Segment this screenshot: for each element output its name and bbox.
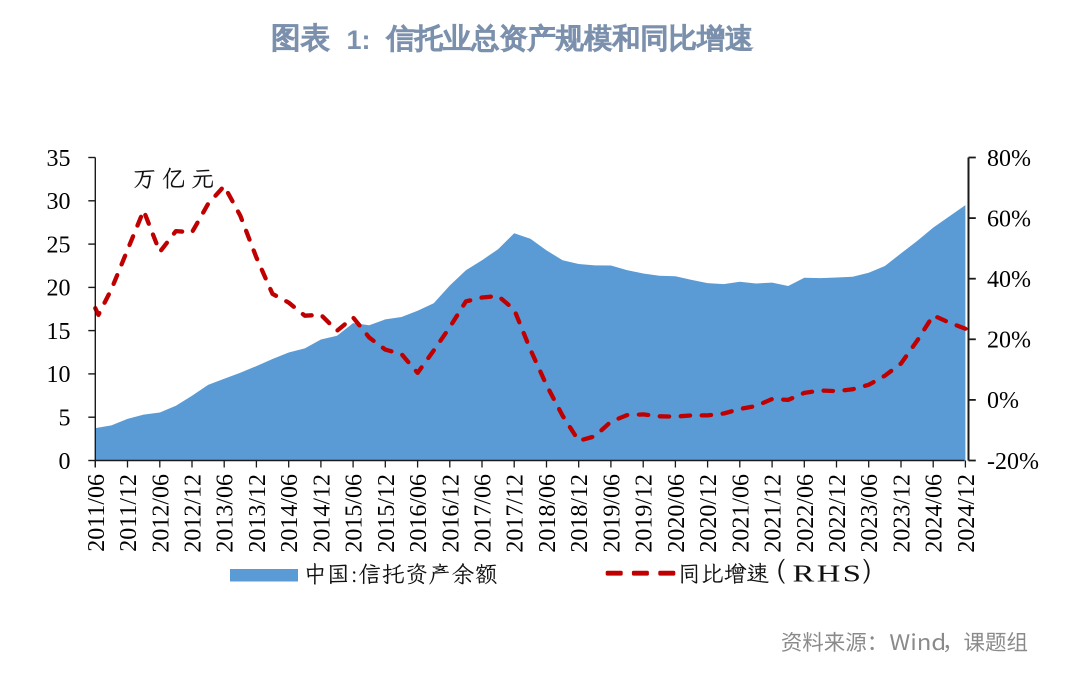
svg-text:60%: 60% [987,206,1031,232]
svg-text:2013/12: 2013/12 [245,474,271,553]
svg-text:80%: 80% [987,146,1031,172]
svg-text:-20%: -20% [987,449,1039,475]
svg-text:2017/12: 2017/12 [503,474,529,553]
svg-text:35: 35 [47,146,71,172]
svg-text:2012/12: 2012/12 [181,474,207,553]
svg-text:2014/12: 2014/12 [309,474,335,553]
svg-text:RHS: RHS [793,560,864,587]
svg-text:0%: 0% [987,388,1019,414]
svg-text:2023/12: 2023/12 [890,474,916,553]
svg-text:2024/06: 2024/06 [922,474,948,553]
svg-text:2011/12: 2011/12 [116,474,142,552]
svg-text:30: 30 [47,189,71,215]
svg-text:2018/12: 2018/12 [567,474,593,553]
svg-text:2015/06: 2015/06 [342,474,368,553]
svg-text:2023/06: 2023/06 [857,474,883,553]
svg-text:2021/06: 2021/06 [728,474,754,553]
svg-text:2014/06: 2014/06 [277,474,303,553]
svg-text:1:: 1: [347,25,371,55]
svg-text:40%: 40% [987,267,1031,293]
svg-text:2013/06: 2013/06 [213,474,239,553]
svg-text:2021/12: 2021/12 [761,474,787,553]
svg-text:2015/12: 2015/12 [374,474,400,553]
svg-text:20%: 20% [987,328,1031,354]
svg-text:2016/12: 2016/12 [438,474,464,553]
svg-text:2018/06: 2018/06 [535,474,561,553]
svg-text:2022/12: 2022/12 [825,474,851,553]
svg-text:25: 25 [47,232,71,258]
svg-text:5: 5 [59,406,71,432]
svg-text:2019/12: 2019/12 [632,474,658,553]
svg-text:2012/06: 2012/06 [148,474,174,553]
svg-text:15: 15 [47,319,71,345]
svg-text:10: 10 [47,362,71,388]
svg-text:2022/06: 2022/06 [793,474,819,553]
svg-text:20: 20 [47,276,71,302]
svg-text:2011/06: 2011/06 [84,474,110,552]
svg-text:2017/06: 2017/06 [471,474,497,553]
svg-text:2016/06: 2016/06 [406,474,432,553]
svg-text:2020/06: 2020/06 [664,474,690,553]
svg-text:2020/12: 2020/12 [696,474,722,553]
svg-text:0: 0 [59,449,71,475]
svg-text:2019/06: 2019/06 [599,474,625,553]
svg-text:2024/12: 2024/12 [954,474,980,553]
